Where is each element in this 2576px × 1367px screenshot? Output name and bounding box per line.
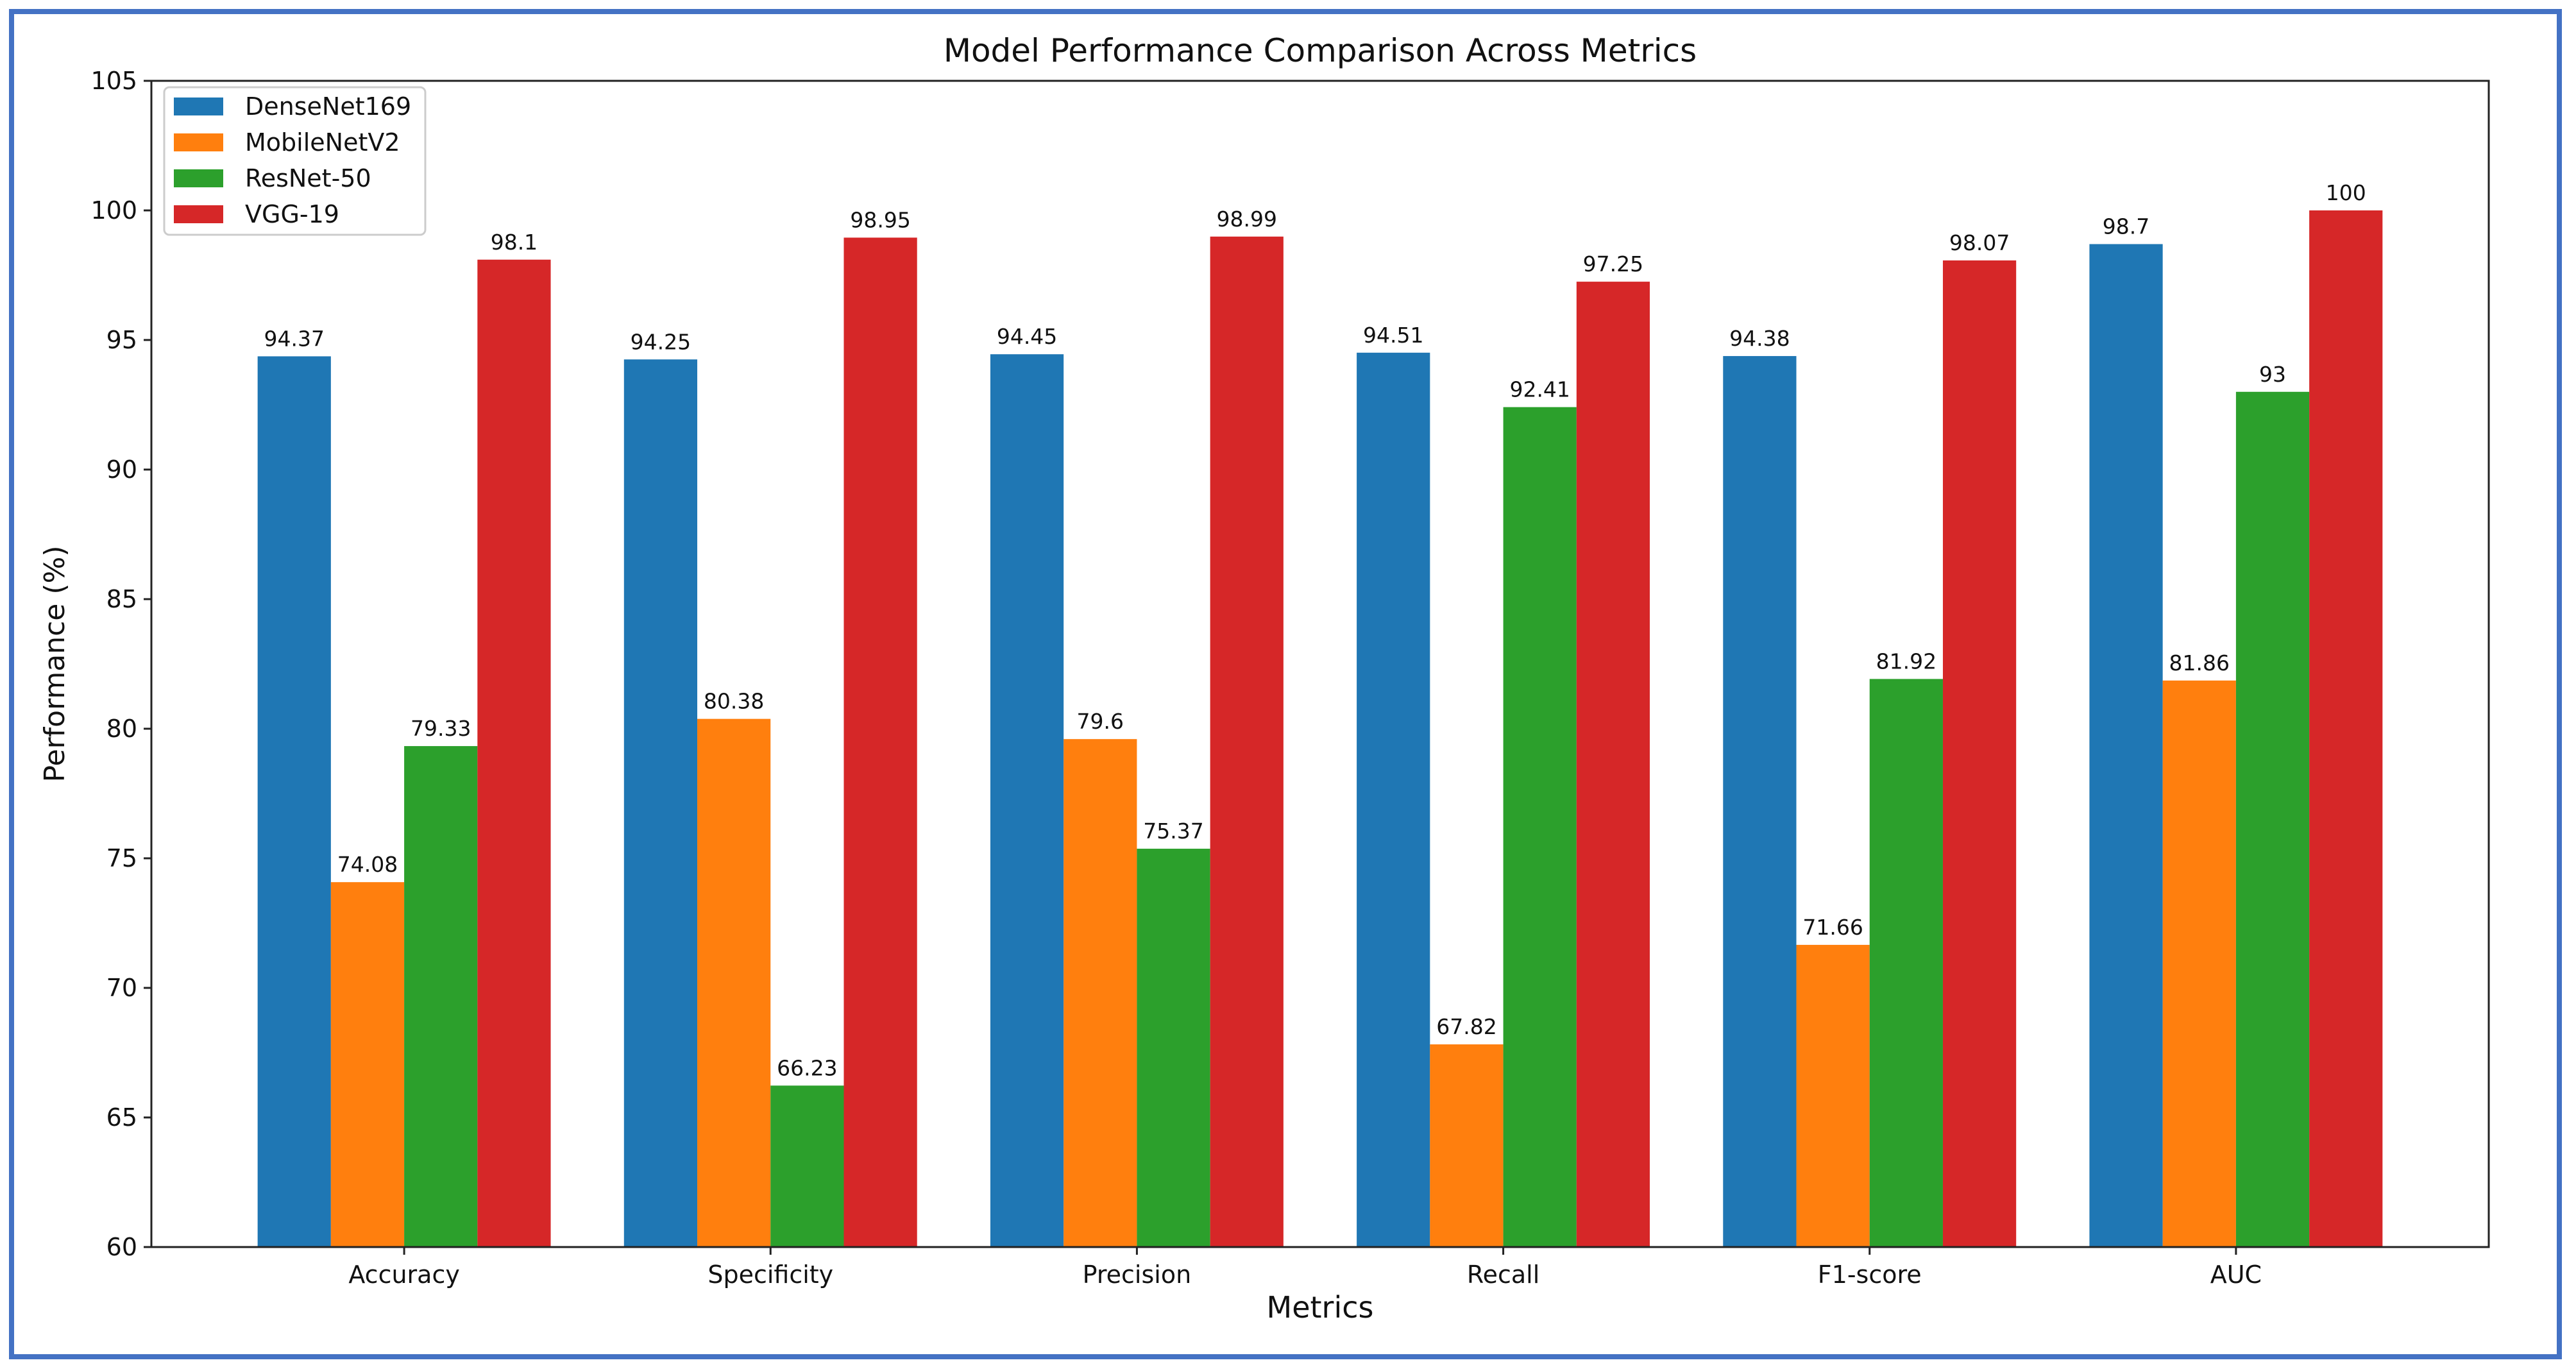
y-tick-label: 105 (90, 67, 137, 95)
legend-swatch (174, 205, 223, 223)
y-tick-label: 80 (106, 715, 137, 743)
data-label: 94.37 (264, 326, 325, 351)
bar-mobilenetv2-specificity (697, 718, 771, 1247)
data-label: 74.08 (337, 852, 398, 877)
bar-resnet-50-recall (1503, 407, 1577, 1247)
bar-resnet-50-f1-score (1869, 679, 1943, 1247)
data-labels-layer: 94.37 94.25 94.45 94.51 94.38 98.7 74.08 80.38 7… (264, 180, 2366, 1080)
bar-vgg-19-accuracy (477, 259, 551, 1247)
data-label: 98.1 (491, 230, 538, 255)
bar-vgg-19-recall (1576, 282, 1650, 1248)
y-tick-label: 90 (106, 455, 137, 484)
data-label: 100 (2326, 180, 2366, 205)
bar-mobilenetv2-precision (1063, 739, 1137, 1247)
bar-mobilenetv2-auc (2162, 680, 2236, 1247)
data-label: 98.07 (1949, 230, 2010, 255)
data-label: 98.95 (850, 207, 910, 232)
y-axis-label: Performance (%) (38, 546, 71, 783)
legend-label: ResNet-50 (245, 164, 371, 192)
legend-label: DenseNet169 (245, 92, 411, 121)
legend-label: MobileNetV2 (245, 128, 400, 157)
data-label: 93 (2259, 362, 2286, 387)
bar-resnet-50-auc (2235, 391, 2310, 1247)
bar-vgg-19-f1-score (1942, 260, 2017, 1248)
x-tick-label: AUC (2210, 1261, 2262, 1289)
legend-swatch (174, 98, 223, 115)
bar-resnet-50-precision (1137, 849, 1210, 1247)
y-axis: 60 65 70 75 80 85 90 95 100 105 (90, 67, 151, 1261)
data-label: 98.7 (2103, 214, 2149, 239)
bar-densenet169-specificity (623, 359, 698, 1247)
y-tick-label: 75 (106, 844, 137, 872)
data-label: 81.92 (1876, 649, 1936, 674)
y-tick-label: 100 (90, 196, 137, 225)
bar-resnet-50-specificity (770, 1085, 844, 1247)
bars-layer (257, 210, 2383, 1248)
x-tick-label: Precision (1083, 1261, 1192, 1289)
bar-mobilenetv2-recall (1430, 1044, 1504, 1247)
x-axis: Accuracy Specificity Precision Recall F1-sco… (348, 1247, 2262, 1289)
x-tick-label: Specificity (708, 1261, 833, 1289)
bar-vgg-19-specificity (843, 237, 917, 1247)
y-tick-label: 60 (106, 1233, 137, 1261)
bar-vgg-19-precision (1210, 236, 1284, 1248)
x-tick-label: Recall (1467, 1261, 1539, 1289)
x-tick-label: Accuracy (348, 1261, 460, 1289)
legend-label: VGG-19 (245, 200, 339, 228)
y-tick-label: 65 (106, 1103, 137, 1132)
bar-resnet-50-accuracy (404, 746, 478, 1247)
bar-densenet169-auc (2089, 244, 2163, 1247)
data-label: 80.38 (704, 689, 764, 714)
data-label: 79.33 (411, 716, 471, 741)
bar-mobilenetv2-f1-score (1796, 944, 1870, 1247)
bar-densenet169-recall (1357, 352, 1430, 1247)
x-axis-label: Metrics (1267, 1290, 1374, 1325)
y-tick-label: 95 (106, 326, 137, 354)
legend: DenseNet169 MobileNetV2 ResNet-50 VGG-19 (163, 86, 427, 236)
bar-densenet169-accuracy (257, 356, 331, 1247)
data-label: 71.66 (1802, 915, 1863, 940)
data-label: 67.82 (1436, 1014, 1496, 1039)
y-tick-label: 85 (106, 585, 137, 613)
legend-swatch (174, 133, 223, 151)
data-label: 92.41 (1509, 377, 1570, 402)
data-label: 97.25 (1583, 251, 1643, 276)
data-label: 81.86 (2169, 650, 2230, 675)
data-label: 94.51 (1363, 323, 1423, 348)
legend-box (163, 86, 427, 236)
y-tick-label: 70 (106, 974, 137, 1002)
data-label: 75.37 (1143, 819, 1203, 844)
data-label: 94.45 (997, 324, 1057, 349)
legend-swatch (174, 169, 223, 187)
chart-title: Model Performance Comparison Across Metr… (944, 32, 1697, 69)
bar-vgg-19-auc (2309, 210, 2383, 1247)
data-label: 94.25 (631, 329, 691, 354)
data-label: 79.6 (1077, 709, 1124, 734)
data-label: 98.99 (1217, 207, 1277, 232)
bar-mobilenetv2-accuracy (330, 882, 405, 1247)
data-label: 94.38 (1729, 326, 1790, 351)
data-label: 66.23 (777, 1055, 837, 1080)
x-tick-label: F1-score (1818, 1261, 1922, 1289)
plot-area-border (150, 80, 2490, 1248)
bar-densenet169-f1-score (1723, 356, 1797, 1247)
bar-densenet169-precision (990, 354, 1064, 1247)
